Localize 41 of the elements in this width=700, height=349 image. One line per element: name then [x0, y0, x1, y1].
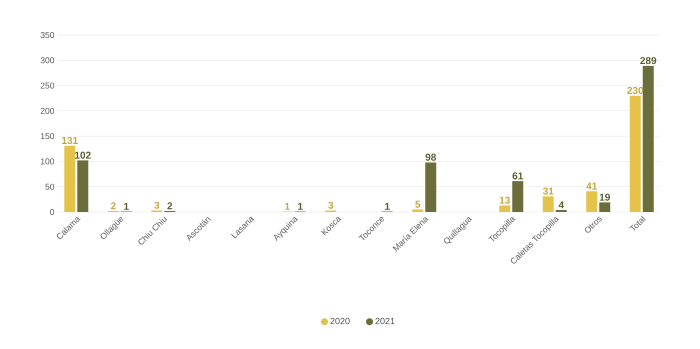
bar: [630, 96, 641, 212]
data-label: 1: [385, 202, 390, 210]
bar: [77, 160, 88, 212]
bar: [599, 202, 610, 212]
data-label: 1: [285, 202, 290, 210]
bar: [412, 209, 424, 212]
data-label: 13: [500, 196, 510, 204]
data-label: 5: [415, 200, 420, 208]
data-label: 2: [110, 202, 116, 210]
data-label: 289: [640, 57, 656, 64]
legend-label: 2020: [330, 318, 350, 324]
data-label: 3: [328, 202, 334, 209]
y-tick-label: 350: [40, 32, 54, 38]
data-label: 98: [426, 154, 436, 161]
y-tick-label: 200: [40, 108, 54, 114]
y-tick-label: 250: [40, 82, 54, 89]
data-label: 61: [512, 172, 524, 180]
legend-label: 2021: [375, 318, 395, 324]
data-label: 31: [542, 188, 554, 195]
bar: [542, 196, 554, 212]
data-label: 131: [62, 136, 78, 144]
data-label: 41: [586, 182, 598, 190]
data-label: 1: [298, 202, 303, 210]
data-label: 2: [167, 202, 172, 210]
bar: [499, 205, 510, 212]
y-tick-label: 150: [40, 133, 54, 140]
x-tick-label: Chiu Chiu: [138, 216, 168, 244]
y-tick-label: 0: [50, 209, 54, 216]
bar: [586, 191, 598, 212]
data-label: 1: [124, 202, 129, 210]
bar: [512, 181, 524, 212]
bar: [642, 66, 654, 212]
bar: [425, 162, 436, 212]
y-tick-label: 100: [40, 158, 54, 164]
data-label: 102: [75, 152, 91, 159]
y-tick-label: 50: [45, 184, 54, 190]
data-label: 3: [154, 202, 160, 209]
y-tick-label: 300: [40, 57, 54, 64]
data-label: 19: [600, 194, 610, 201]
bar: [64, 146, 76, 212]
data-label: 4: [558, 201, 564, 208]
